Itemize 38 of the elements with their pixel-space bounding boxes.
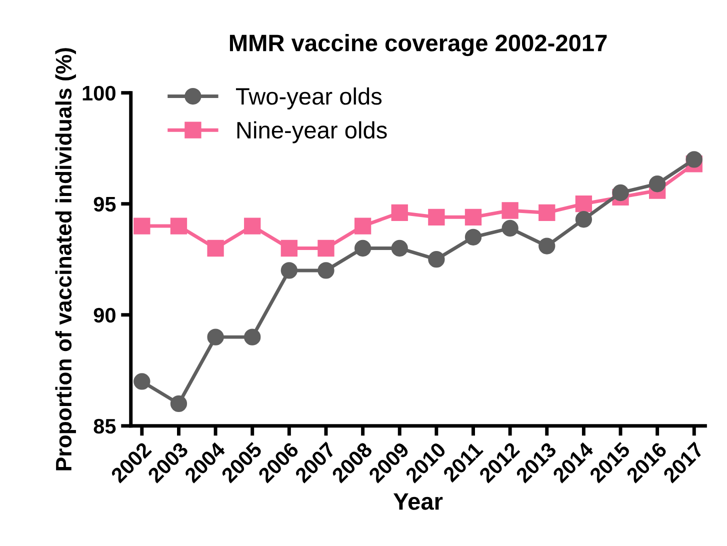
legend-label: Nine-year olds: [237, 121, 387, 144]
point: [464, 208, 482, 226]
point: [134, 218, 150, 234]
legend-label: Two-year olds: [236, 87, 382, 110]
point: [538, 238, 556, 254]
point: [207, 328, 224, 346]
y-tick-label: 90: [94, 308, 116, 323]
point: [244, 218, 261, 234]
point: [502, 220, 518, 237]
point: [354, 240, 372, 257]
point: [318, 262, 334, 279]
point: [244, 328, 261, 346]
point: [686, 151, 702, 168]
point: [464, 228, 482, 246]
point: [318, 240, 334, 257]
point: [391, 240, 408, 257]
y-axis-title: Proportion of vaccinated individuals (%): [55, 48, 76, 470]
point: [428, 251, 445, 268]
point: [280, 240, 298, 257]
point: [391, 204, 408, 222]
point: [170, 395, 188, 412]
point: [207, 240, 224, 257]
chart-title: MMR vaccine coverage 2002-2017: [230, 34, 607, 56]
x-axis-title: Year: [393, 493, 443, 510]
point: [575, 196, 592, 212]
point: [354, 218, 372, 234]
y-tick-label: 100: [82, 86, 116, 101]
point: [280, 262, 298, 279]
point: [575, 211, 592, 228]
y-tick-label: 85: [94, 418, 116, 434]
point: [612, 184, 629, 202]
point: [134, 373, 150, 390]
point: [538, 204, 556, 222]
point: [170, 218, 188, 234]
point: [502, 202, 518, 219]
point: [648, 176, 666, 192]
point: [428, 208, 445, 226]
y-tick-label: 95: [94, 196, 116, 212]
